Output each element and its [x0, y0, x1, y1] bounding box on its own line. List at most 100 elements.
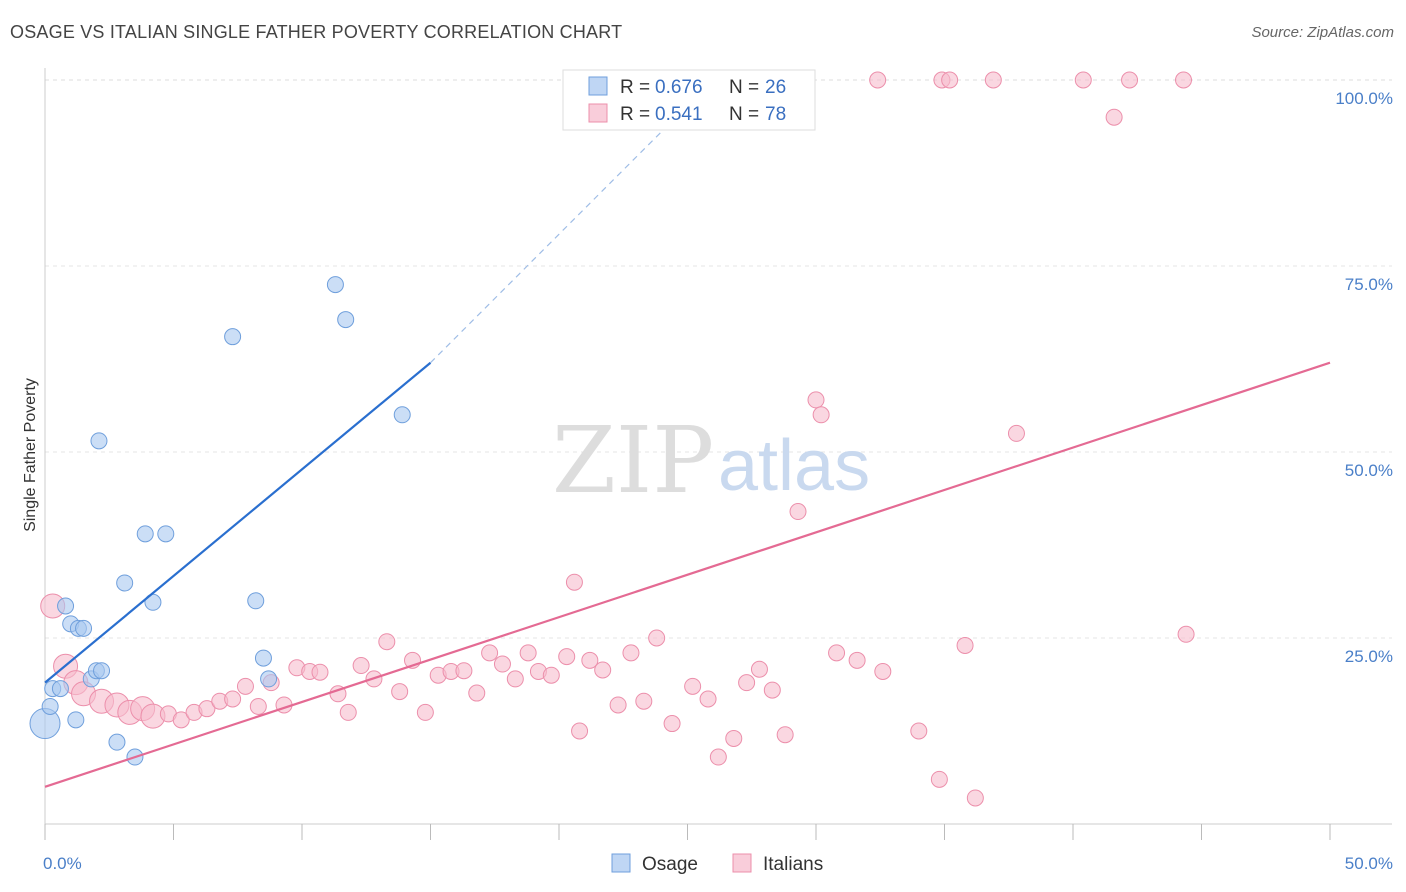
watermark-zip: ZIP: [552, 407, 714, 514]
italians-point-33: [468, 684, 486, 702]
italians-point-47: [648, 629, 666, 647]
italians-point-49: [684, 677, 702, 695]
legend-r-value-italians: 0.541: [655, 104, 703, 125]
osage-point-20: [254, 649, 272, 667]
italians-point-32: [455, 662, 473, 680]
osage-point-1: [41, 697, 59, 715]
osage-point-3: [51, 680, 69, 698]
osage-point-22: [326, 276, 344, 294]
italians-point-45: [622, 644, 640, 662]
osage-points: [29, 276, 411, 766]
legend-n-label-italians: N =: [729, 104, 759, 125]
italians-point-62: [848, 651, 866, 669]
italians-point-46: [635, 692, 653, 710]
italians-point-36: [506, 670, 524, 688]
bottom-legend-osage: Osage: [642, 854, 698, 875]
italians-point-67: [966, 789, 984, 807]
legend-n-label-osage: N =: [729, 77, 759, 98]
italians-point-61: [828, 644, 846, 662]
watermark-atlas: atlas: [718, 426, 870, 506]
italians-point-54: [750, 660, 768, 678]
osage-point-19: [247, 592, 265, 610]
bottom-legend-swatch-osage: [611, 853, 631, 873]
italians-point-74: [1074, 71, 1092, 89]
legend-r-label-osage: R =: [620, 77, 650, 98]
legend-swatch-italians: [588, 103, 608, 123]
italians-point-42: [581, 651, 599, 669]
italians-point-63: [874, 662, 892, 680]
x-tick-label-max: 50.0%: [1345, 854, 1393, 873]
osage-trend-line: [44, 361, 432, 684]
italians-point-29: [416, 703, 434, 721]
italians-point-27: [391, 683, 409, 701]
italians-point-16: [249, 697, 267, 715]
italians-point-59: [807, 391, 825, 409]
italians-point-73: [984, 71, 1002, 89]
legend-swatch-osage: [588, 76, 608, 96]
y-tick-label-100: 100.0%: [1335, 89, 1393, 108]
italians-point-55: [763, 681, 781, 699]
axes: [44, 68, 1392, 825]
source-label: Source: ZipAtlas.com: [1251, 24, 1394, 41]
italians-point-66: [956, 636, 974, 654]
italians-point-23: [339, 703, 357, 721]
y-axis-label: Single Father Poverty: [22, 378, 39, 532]
chart-title: OSAGE VS ITALIAN SINGLE FATHER POVERTY C…: [10, 22, 623, 42]
legend-n-value-italians: 78: [765, 104, 786, 125]
italians-point-40: [558, 648, 576, 666]
osage-point-15: [136, 525, 154, 543]
italians-point-34: [481, 644, 499, 662]
y-tick-label-25: 25.0%: [1345, 647, 1393, 666]
italians-point-57: [565, 573, 583, 591]
legend-r-value-osage: 0.676: [655, 77, 703, 98]
italians-point-35: [493, 655, 511, 673]
osage-point-8: [75, 619, 93, 637]
osage-point-17: [157, 525, 175, 543]
legend-n-value-osage: 26: [765, 77, 786, 98]
y-tick-label-75: 75.0%: [1345, 275, 1393, 294]
italians-point-65: [930, 770, 948, 788]
bottom-legend: Osage Italians: [611, 853, 823, 875]
italians-point-37: [519, 644, 537, 662]
italians-point-12: [198, 700, 216, 718]
italians-point-44: [609, 696, 627, 714]
italians-point-70: [869, 71, 887, 89]
italians-point-50: [699, 690, 717, 708]
watermark: ZIP atlas: [552, 407, 870, 514]
italians-point-41: [571, 722, 589, 740]
italians-point-75: [1121, 71, 1139, 89]
italians-point-69: [1177, 625, 1195, 643]
italians-point-51: [709, 748, 727, 766]
legend-r-label-italians: R =: [620, 104, 650, 125]
osage-point-21: [260, 670, 278, 688]
italians-point-26: [378, 633, 396, 651]
osage-point-6: [67, 711, 85, 729]
italians-point-48: [663, 715, 681, 733]
osage-point-11: [93, 662, 111, 680]
osage-point-18: [224, 328, 242, 346]
italians-point-64: [910, 722, 928, 740]
y-tick-label-50: 50.0%: [1345, 461, 1393, 480]
axis-ticks: 25.0% 50.0% 75.0% 100.0%: [44, 89, 1393, 840]
italians-point-14: [224, 690, 242, 708]
osage-point-24: [393, 406, 411, 424]
italians-point-72: [941, 71, 959, 89]
bottom-legend-italians: Italians: [763, 854, 823, 875]
italians-points: [40, 71, 1195, 807]
x-tick-label-min: 0.0%: [43, 854, 82, 873]
osage-point-12: [90, 432, 108, 450]
italians-point-76: [1175, 71, 1193, 89]
italians-point-10: [172, 711, 190, 729]
italians-point-15: [236, 677, 254, 695]
italians-point-56: [776, 726, 794, 744]
italians-point-43: [594, 661, 612, 679]
osage-point-23: [337, 311, 355, 329]
italians-point-24: [352, 657, 370, 675]
italians-point-77: [1105, 108, 1123, 126]
italians-point-52: [725, 729, 743, 747]
osage-point-25: [108, 733, 126, 751]
italians-point-53: [738, 674, 756, 692]
italians-point-21: [311, 663, 329, 681]
italians-point-58: [789, 503, 807, 521]
